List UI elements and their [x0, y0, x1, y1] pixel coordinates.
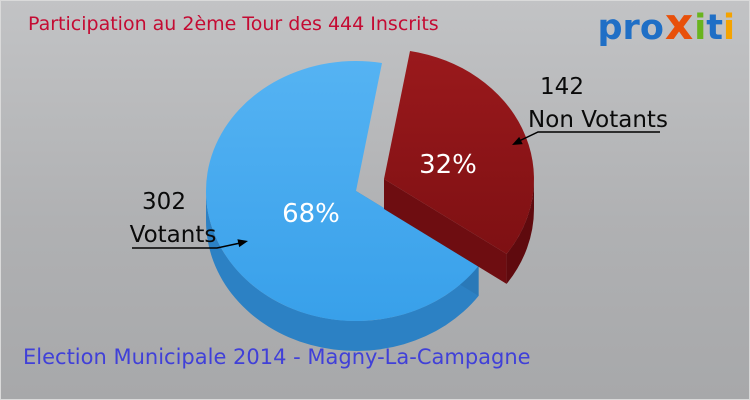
slice-nonvotants-side	[506, 179, 534, 284]
slice-percent-votants: 68%	[282, 199, 340, 229]
page-title: Participation au 2ème Tour des 444 Inscr…	[28, 13, 439, 35]
slice-votants-side	[206, 191, 479, 351]
footer-caption: Election Municipale 2014 - Magny-La-Camp…	[23, 345, 531, 369]
logo-letter-pro: pro	[597, 8, 664, 48]
logo-letter-x: x	[664, 0, 694, 50]
leader-arrow-nonvotants	[512, 136, 523, 145]
callout-nonvotants-label: Non Votants	[528, 107, 668, 133]
slice-nonvotants-top	[384, 51, 534, 254]
logo-letter-i1: i	[694, 8, 707, 48]
slice-nonvotants-cut-face	[384, 179, 507, 284]
slice-votants-top	[205, 61, 479, 322]
logo-letter-i2: i	[723, 8, 735, 48]
callout-votants-label: Votants	[129, 222, 217, 248]
logo-letter-t: t	[706, 8, 723, 48]
callout-nonvotants-value: 142	[540, 74, 584, 100]
proxiti-logo: pro x i t i	[598, 3, 736, 47]
callout-votants-value: 302	[142, 189, 186, 215]
leader-line-nonvotants	[515, 131, 660, 144]
leader-line-votants	[132, 241, 243, 249]
slice-percent-nonvotants: 32%	[419, 150, 477, 180]
leader-arrow-votants	[237, 239, 248, 248]
